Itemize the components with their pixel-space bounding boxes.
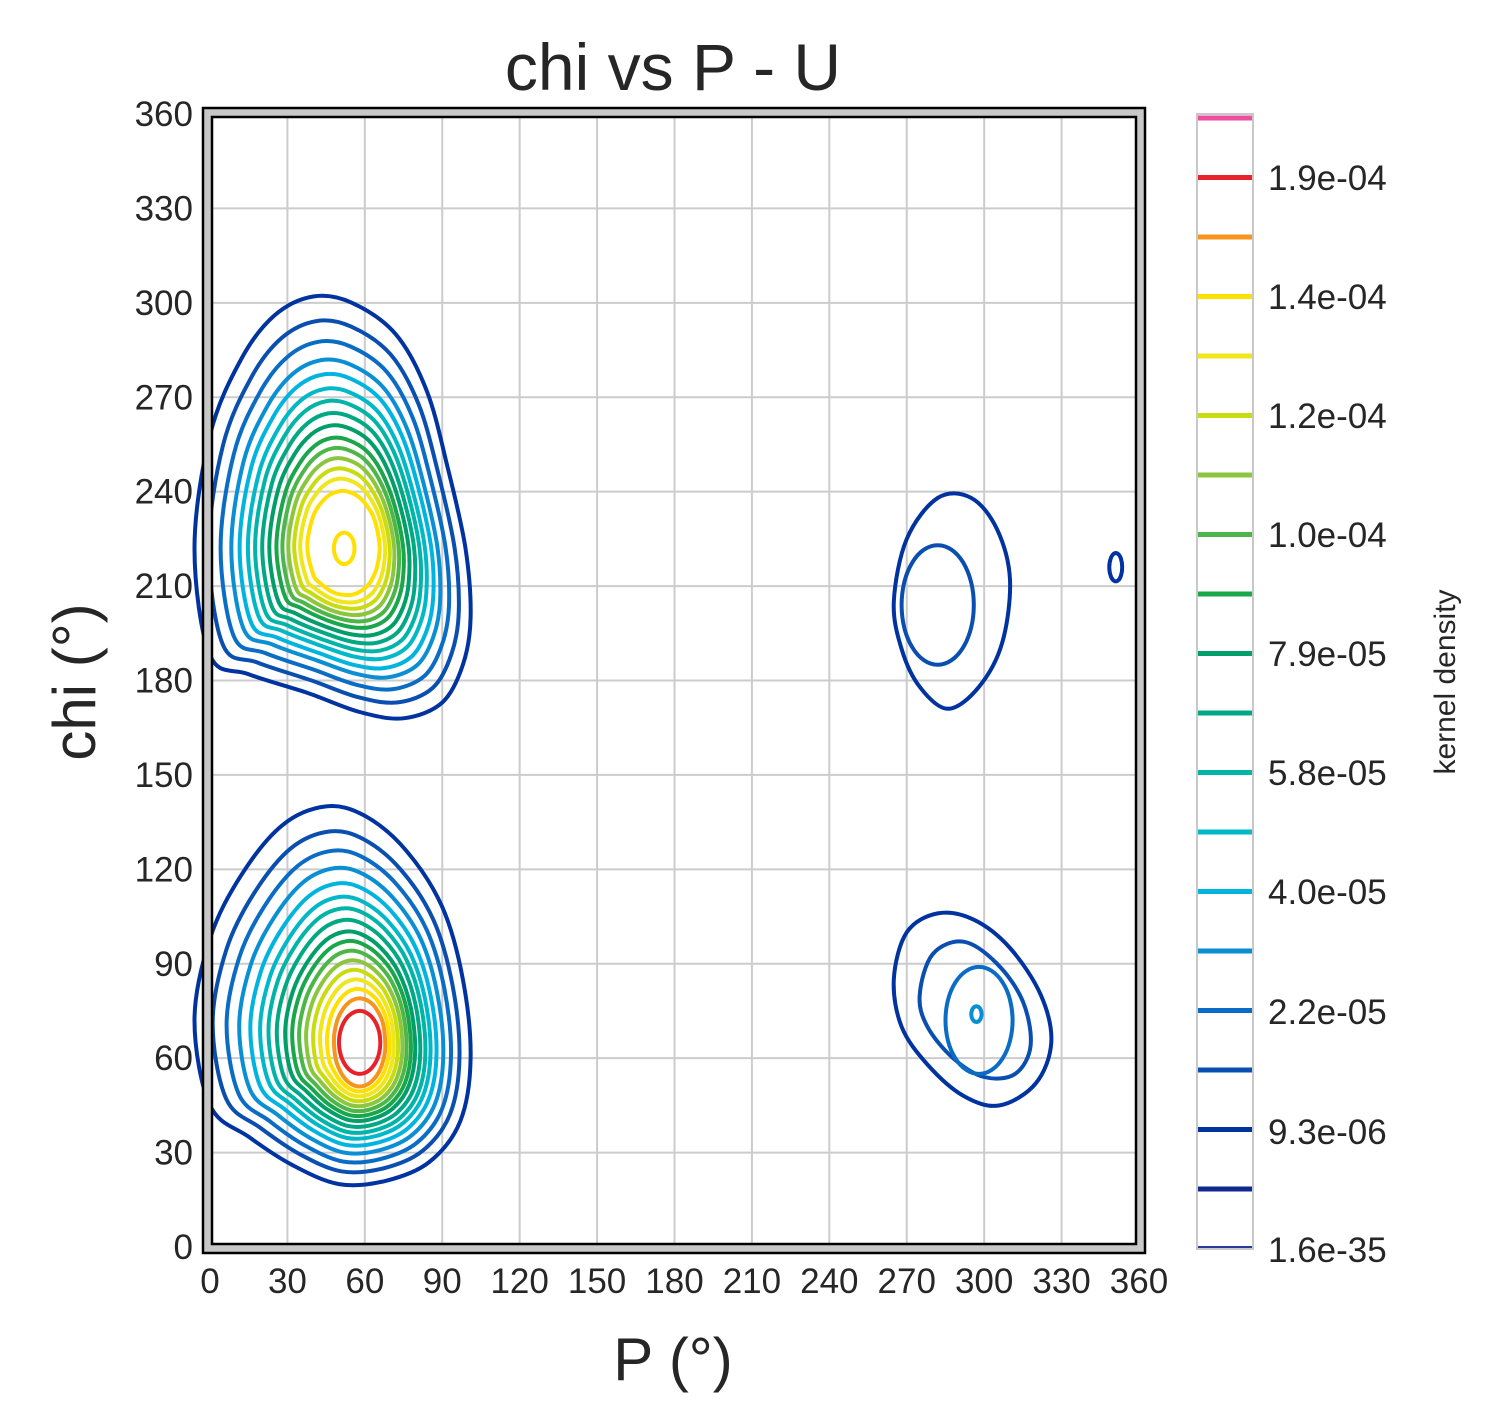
x-tick-label: 240 <box>800 1262 858 1301</box>
colorbar-box <box>1196 113 1254 1250</box>
x-tick-label: 150 <box>568 1262 626 1301</box>
contour-line <box>891 910 1054 1108</box>
y-tick-labels: 0 30 60 90 120 150 180 210 240 270 300 330 360 <box>135 95 193 1267</box>
contour-line <box>290 938 413 1119</box>
contour-line <box>229 357 443 680</box>
colorbar-tick-label: 5.8e-05 <box>1268 754 1387 793</box>
contour-line <box>260 410 418 646</box>
contour-line <box>324 986 392 1094</box>
colorbar-levels <box>1198 115 1252 1248</box>
contour-line <box>286 456 397 618</box>
contour-line <box>192 804 473 1188</box>
colorbar-tick-label: 7.9e-05 <box>1268 635 1387 674</box>
contour-line <box>318 977 396 1099</box>
y-tick-label: 120 <box>135 850 193 889</box>
contour-line <box>245 386 429 662</box>
contour-line <box>331 530 357 567</box>
x-tick-labels: 0 30 60 90 120 150 180 210 240 270 300 330 360 <box>200 1262 1168 1301</box>
plot-frame <box>202 107 1146 1254</box>
contour-line <box>304 958 405 1109</box>
contour-line <box>280 445 402 624</box>
y-tick-label: 30 <box>154 1134 193 1173</box>
y-tick-label: 330 <box>135 189 193 228</box>
contour-line <box>224 848 454 1165</box>
contour-line <box>267 423 412 638</box>
x-axis-label: P (°) <box>613 1326 733 1393</box>
contour-line <box>297 948 409 1114</box>
x-tick-label: 270 <box>878 1262 936 1301</box>
x-tick-label: 210 <box>723 1262 781 1301</box>
y-tick-label: 360 <box>135 95 193 134</box>
contour-line <box>943 964 1015 1076</box>
x-tick-label: 0 <box>200 1262 219 1301</box>
contour-line <box>206 318 461 705</box>
contour-line <box>253 398 424 654</box>
x-tick-label: 330 <box>1032 1262 1090 1301</box>
y-tick-label: 60 <box>154 1039 193 1078</box>
contour-lines <box>192 293 1125 1188</box>
contour-line <box>248 881 439 1148</box>
colorbar: 1.6e-35 9.3e-06 2.2e-05 4.0e-05 5.8e-05 7.9e-… <box>1196 113 1462 1270</box>
x-tick-label: 360 <box>1110 1262 1168 1301</box>
colorbar-tick-label: 1.4e-04 <box>1268 278 1387 317</box>
contour-line <box>292 466 392 611</box>
contour-line <box>266 906 428 1135</box>
x-tick-label: 120 <box>490 1262 548 1301</box>
colorbar-tick-labels: 1.6e-35 9.3e-06 2.2e-05 4.0e-05 5.8e-05 7.9e-… <box>1268 159 1387 1270</box>
contour-line <box>899 543 976 667</box>
y-tick-label: 300 <box>135 284 193 323</box>
x-tick-label: 180 <box>645 1262 703 1301</box>
contour-line <box>237 371 436 671</box>
contour-line <box>969 1004 984 1024</box>
contour-line <box>891 491 1013 711</box>
colorbar-tick-label: 1.9e-04 <box>1268 159 1387 198</box>
contour-line <box>274 917 423 1129</box>
colorbar-label: kernel density <box>1429 589 1462 774</box>
x-tick-label: 30 <box>268 1262 307 1301</box>
y-tick-label: 210 <box>135 567 193 606</box>
contour-line <box>305 488 382 598</box>
contour-line <box>917 939 1033 1081</box>
plot-frame-outer <box>201 106 1147 1255</box>
plot-frame-inner <box>210 115 1138 1246</box>
contour-line <box>298 476 388 605</box>
colorbar-tick-label: 4.0e-05 <box>1268 873 1387 912</box>
x-tick-label: 300 <box>955 1262 1013 1301</box>
y-tick-label: 150 <box>135 756 193 795</box>
contour-line <box>331 996 388 1089</box>
contour-line <box>1107 551 1125 584</box>
contour-line <box>192 293 473 721</box>
x-tick-label: 90 <box>423 1262 462 1301</box>
colorbar-tick-label: 2.2e-05 <box>1268 993 1387 1032</box>
contour-line <box>283 929 418 1124</box>
contour-line <box>274 435 406 630</box>
y-tick-label: 270 <box>135 378 193 417</box>
contour-line <box>258 894 433 1141</box>
chart-title: chi vs P - U <box>505 30 841 104</box>
contour-line <box>337 1008 383 1076</box>
colorbar-tick-label: 1.6e-35 <box>1268 1231 1387 1270</box>
y-tick-label: 90 <box>154 945 193 984</box>
x-tick-label: 60 <box>345 1262 384 1301</box>
y-tick-label: 240 <box>135 473 193 512</box>
contour-line <box>210 829 462 1175</box>
y-axis-label: chi (°) <box>41 603 108 760</box>
y-tick-label: 0 <box>174 1228 193 1267</box>
colorbar-tick-label: 9.3e-06 <box>1268 1113 1387 1152</box>
colorbar-tick-label: 1.2e-04 <box>1268 397 1387 436</box>
contour-line <box>311 967 401 1104</box>
contour-line <box>237 865 446 1156</box>
contour-line <box>218 338 452 692</box>
y-tick-label: 180 <box>135 662 193 701</box>
colorbar-tick-label: 1.0e-04 <box>1268 516 1387 555</box>
